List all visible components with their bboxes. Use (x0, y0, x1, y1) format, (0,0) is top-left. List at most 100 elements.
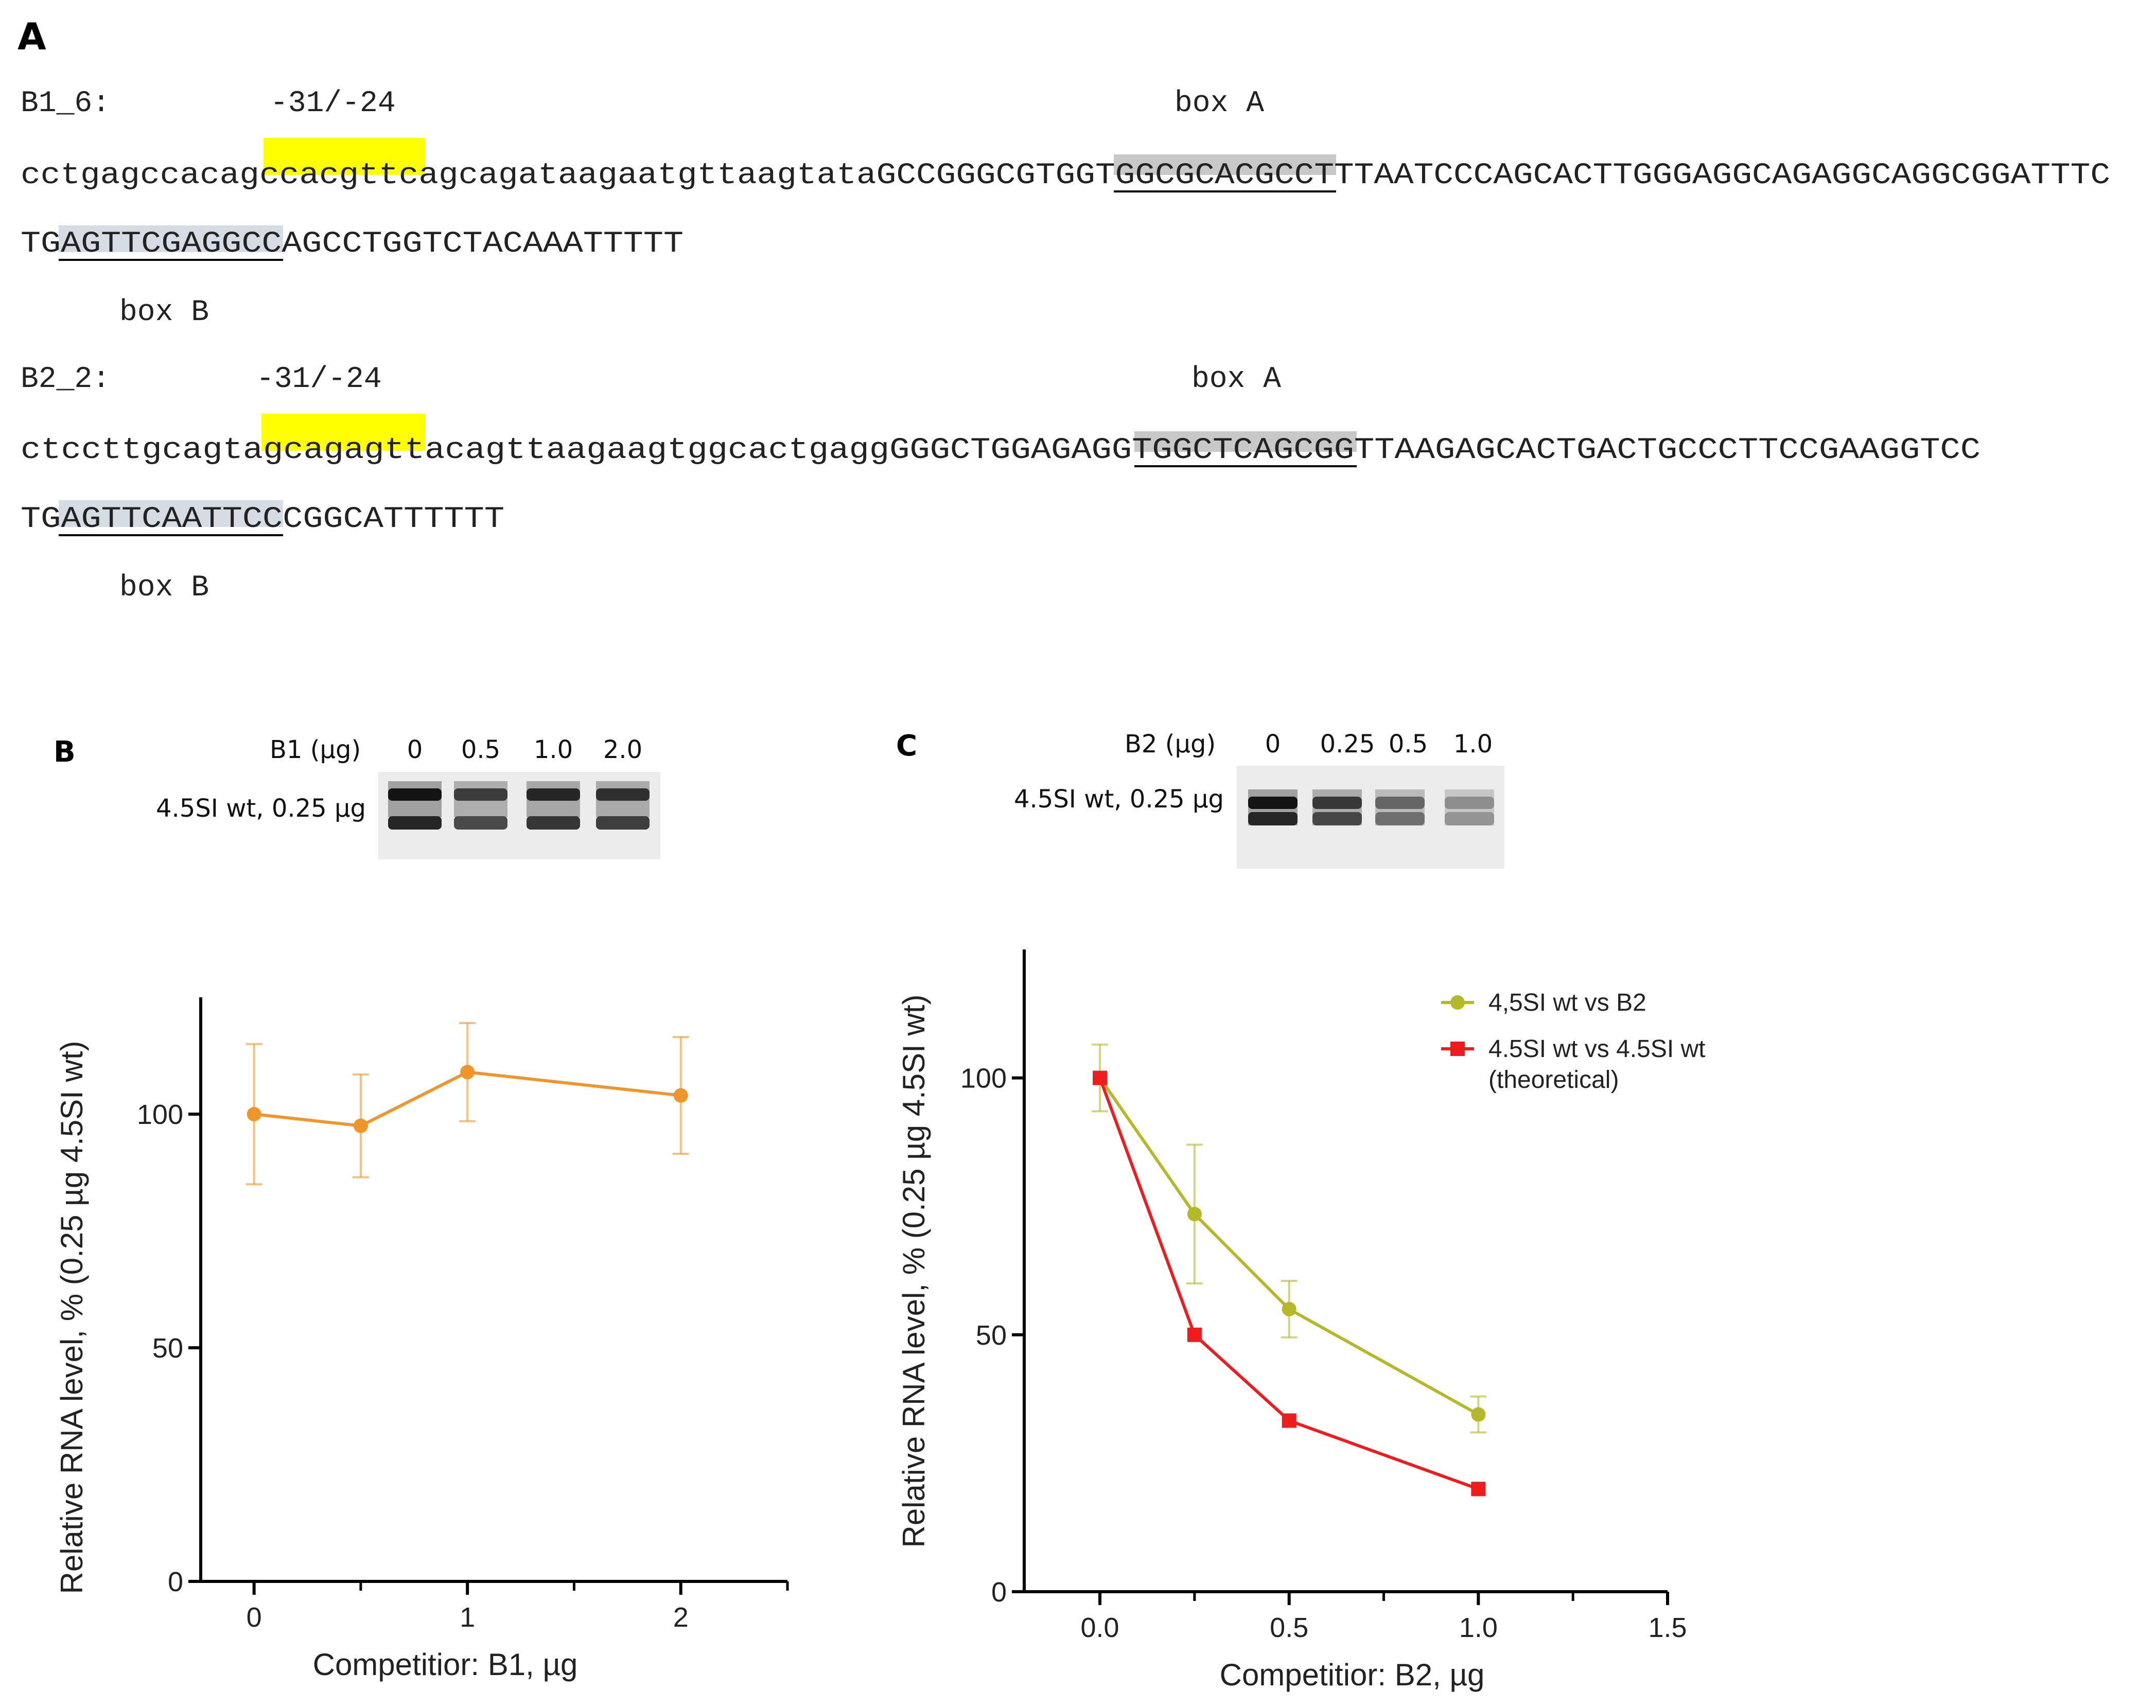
x-tick-label: 2 (673, 1602, 689, 1633)
gel-lane-label: 0 (407, 735, 423, 764)
sequence-b2-2: B2_2: -31/-24 box A ctccttgcagta gcagagtt… (21, 363, 1980, 605)
gel-row-label: 4.5SI wt, 0.25 µg (1014, 785, 1224, 814)
gel-lane-label: 0.25 (1320, 730, 1375, 759)
seq-post: AGCCTGGTCTACAAATTTTT (282, 227, 683, 261)
gel-band (596, 788, 650, 801)
seq-pre: ctccttgcagta (21, 434, 263, 467)
series-line (1098, 1077, 1479, 1491)
seq-pre: cctgagccacag (21, 159, 259, 192)
panel-label-b: B (54, 735, 76, 769)
gel-band (454, 788, 507, 801)
y-tick-label: 100 (137, 1099, 183, 1130)
gel-band (1248, 797, 1298, 809)
x-tick-label: 0.0 (1081, 1612, 1119, 1643)
gel-bands (388, 781, 650, 830)
y-tick-label: 50 (976, 1320, 1007, 1351)
x-tick-label: 0.5 (1270, 1612, 1308, 1643)
legend-label: 4.5SI wt vs 4.5SI wt (1488, 1035, 1706, 1063)
tata-highlight (261, 414, 425, 451)
gel-band (1375, 812, 1425, 825)
series-line (254, 1070, 681, 1128)
x-axis-label: Competitior: B2, µg (1220, 1658, 1485, 1692)
data-point (1471, 1482, 1486, 1496)
seq-tata: gcagagtt (263, 434, 425, 467)
sequence-b1-6: B1_6: -31/-24 box A cctgagccacag ccacgttc… (21, 87, 2110, 329)
gel-lane-label: 0.5 (1389, 730, 1428, 759)
x-tick-label: 1.5 (1648, 1612, 1687, 1643)
gel-band (1375, 797, 1425, 809)
box-b-label: box B (119, 296, 209, 329)
seq-pre: TG (21, 503, 61, 536)
legend-marker (1450, 1042, 1465, 1056)
gel-band (1445, 797, 1494, 809)
tata-highlight (264, 138, 425, 175)
seq-box-b: AGTTCAATTCC (61, 503, 283, 536)
data-point (673, 1088, 688, 1103)
y-tick-label: 0 (991, 1577, 1007, 1608)
gel-lane-label: 2.0 (603, 735, 642, 764)
gel-bands (1248, 789, 1494, 825)
data-point (353, 1118, 368, 1133)
seq-line1: ctccttgcagta gcagagtt acagttaagaagtggcactg… (21, 414, 1980, 467)
seq-post: CGGCATTTTTT (283, 503, 504, 536)
seq-box-a: TGGCGCACGCC (1095, 159, 1314, 192)
seq-post: TTTAATCCCAGCACTTGGGAGGCAGAGGCAGGCGGATTTC (1314, 159, 2110, 192)
seq-line2: TG AGTTCGAGGCC AGCCTGGTCTACAAATTTTT (21, 225, 683, 261)
legend-label: (theoretical) (1488, 1066, 1619, 1094)
data-point (1282, 1301, 1296, 1316)
series-line (1098, 1077, 1479, 1416)
seq-line2-text: TG AGTTCAATTCC CGGCATTTTTT (21, 503, 504, 536)
seq-name: B1_6: (21, 87, 110, 120)
gel-lane-label: 1.0 (534, 735, 573, 764)
data-point (1187, 1207, 1202, 1222)
tata-label: -31/-24 (256, 363, 382, 396)
seq-pre: TG (21, 227, 61, 261)
gel-band (1312, 797, 1362, 809)
data-point (247, 1107, 261, 1121)
panel-label-a: A (17, 15, 46, 58)
seq-line2: TG AGTTCAATTCC CGGCATTTTTT (21, 500, 504, 536)
gel-lane-label: 1.0 (1453, 730, 1493, 759)
data-point (1471, 1407, 1486, 1422)
seq-box-b: AGTTCGAGGCC (61, 227, 282, 261)
gel-band (388, 788, 442, 801)
panel-label-c: C (896, 729, 917, 763)
y-axis-label: Relative RNA level, % (0.25 µg 4.5SI wt) (897, 994, 931, 1547)
gel-b: B1 (µg) 4.5SI wt, 0.25 µg 0 0.5 1.0 2.0 (156, 735, 660, 859)
seq-mid: agcagataagaatgttaagtataGCCGGGCGTGG (418, 159, 1095, 192)
gel-band (388, 816, 442, 830)
chart-b1-competition: 0 50 100 0 1 2 Competitior: B1, µg Relative RNA… (55, 997, 789, 1682)
box-b-highlight (59, 225, 283, 252)
seq-line1: cctgagccacag ccacgttc agcagataagaatgttaagt… (21, 138, 2110, 192)
box-a-label: box A (1191, 363, 1281, 396)
seq-post: TTAAGAGCACTGACTGCCCTTCCGAAGGTCC (1354, 434, 1980, 467)
y-axis-label: Relative RNA level, % (0.25 µg 4.5SI wt) (55, 1041, 89, 1594)
tata-label: -31/-24 (270, 87, 396, 120)
data-point (1093, 1070, 1108, 1085)
seq-line2-text: TG AGTTCGAGGCC AGCCTGGTCTACAAATTTTT (21, 227, 683, 261)
y-tick-label: 100 (960, 1063, 1007, 1094)
box-a-highlight (1114, 154, 1336, 175)
box-a-highlight (1134, 431, 1357, 452)
seq-mid: acagttaagaagtggcactgaggGGGCTGGAGAGG (425, 434, 1132, 467)
seq-name: B2_2: (21, 363, 110, 396)
gel-band (1248, 812, 1298, 825)
gel-c: B2 (µg) 4.5SI wt, 0.25 µg 0 0.25 0.5 1.0 (1014, 730, 1504, 869)
gel-band (527, 816, 580, 830)
y-tick-label: 0 (168, 1566, 183, 1597)
box-b-highlight (59, 500, 283, 527)
x-tick-label: 0 (247, 1602, 262, 1633)
x-axis-label: Competitior: B1, µg (313, 1647, 578, 1682)
seq-line1-text: ctccttgcagta gcagagtt acagttaagaagtggcactg… (21, 434, 1980, 467)
gel-header-label: B2 (µg) (1125, 730, 1216, 759)
gel-band (596, 816, 650, 830)
legend-label: 4,5SI wt vs B2 (1488, 989, 1646, 1016)
data-point (1187, 1327, 1202, 1342)
box-b-label: box B (119, 571, 209, 605)
box-a-label: box A (1175, 87, 1264, 120)
gel-band (454, 816, 507, 830)
x-tick-label: 1.0 (1459, 1612, 1498, 1643)
gel-row-label: 4.5SI wt, 0.25 µg (156, 794, 366, 823)
gel-band (1445, 812, 1494, 825)
